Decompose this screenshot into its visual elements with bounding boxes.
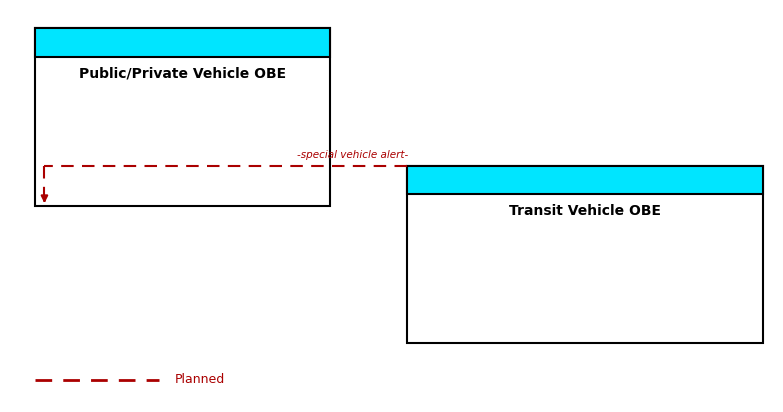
Bar [407,166,763,194]
Text: Planned: Planned [175,373,225,386]
Bar [35,28,330,56]
Text: -special vehicle alert-: -special vehicle alert- [297,150,409,159]
Bar [407,166,763,343]
Text: Public/Private Vehicle OBE: Public/Private Vehicle OBE [79,67,286,81]
Text: Transit Vehicle OBE: Transit Vehicle OBE [509,204,661,218]
Bar [35,28,330,206]
